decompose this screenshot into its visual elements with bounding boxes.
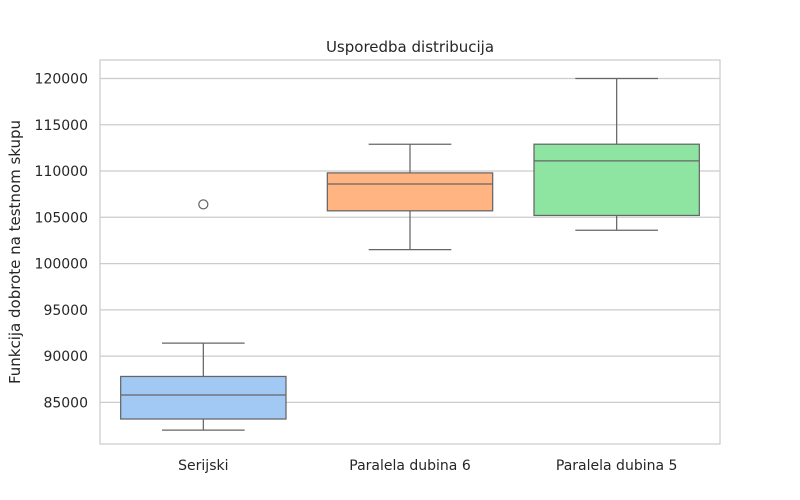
y-tick-labels: 85000 90000 95000 100000 105000 110000 115000 1…: [35, 72, 88, 412]
y-tick-label: 110000: [35, 164, 88, 180]
x-tick-labels: Serijski Paralela dubina 6 Paralela dubina…: [178, 458, 677, 474]
x-tick-label: Serijski: [178, 458, 228, 474]
box-group: [120, 77, 700, 431]
y-tick-label: 115000: [35, 118, 88, 134]
x-tick-label: Paralela dubina 5: [556, 458, 678, 474]
y-tick-label: 100000: [35, 257, 88, 273]
plot-frame: [99, 59, 721, 445]
outlier-point: [198, 199, 209, 210]
y-tick-label: 95000: [43, 303, 88, 319]
y-axis-label: Funkcija dobrote na testnom skupu: [6, 120, 24, 384]
y-tick-label: 85000: [43, 395, 88, 411]
box-iqr: [326, 172, 494, 212]
box-iqr: [120, 375, 287, 420]
chart-title: Usporedba distribucija: [326, 38, 494, 56]
y-tick-label: 90000: [43, 349, 88, 365]
y-tick-label: 120000: [35, 72, 88, 88]
box-iqr: [533, 143, 700, 217]
x-tick-label: Paralela dubina 6: [349, 458, 471, 474]
y-tick-label: 105000: [35, 210, 88, 226]
